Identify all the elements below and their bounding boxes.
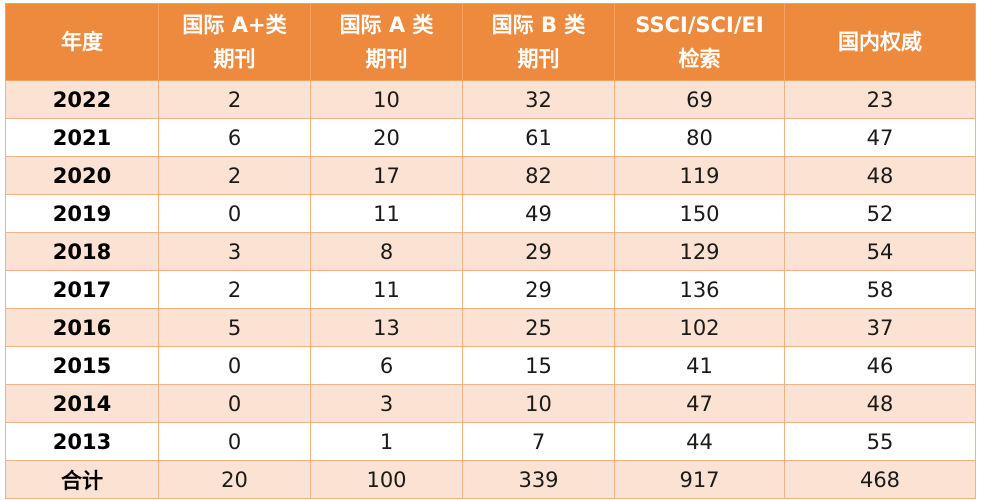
column-header-line: 国际 A+类: [182, 13, 287, 37]
table-cell: 10: [310, 80, 463, 119]
table-cell: 25: [462, 308, 615, 347]
table-cell: 82: [462, 156, 615, 195]
row-year-cell: 2020: [5, 156, 159, 195]
table-cell: 52: [784, 194, 976, 233]
table-row: 2022 2 10 32 69 23: [5, 80, 976, 119]
table-row: 2020 2 17 82 119 48: [5, 156, 976, 195]
row-year-cell: 2017: [5, 270, 159, 309]
table-cell: 102: [614, 308, 785, 347]
table-cell: 46: [784, 346, 976, 385]
table-cell: 47: [614, 384, 785, 423]
table-row: 2014 0 3 10 47 48: [5, 384, 976, 423]
column-header-line: 期刊: [365, 47, 408, 71]
table-cell: 54: [784, 232, 976, 271]
column-header-2: 国际 A 类期刊: [310, 3, 463, 81]
table-cell: 339: [462, 460, 615, 499]
table-cell: 0: [158, 194, 311, 233]
table-cell: 0: [158, 422, 311, 461]
table-cell: 100: [310, 460, 463, 499]
table-cell: 3: [310, 384, 463, 423]
table-row: 2017 2 11 29 136 58: [5, 270, 976, 309]
column-header-line: 期刊: [517, 47, 560, 71]
table-cell: 29: [462, 270, 615, 309]
table-cell: 49: [462, 194, 615, 233]
table-cell: 48: [784, 156, 976, 195]
table-cell: 23: [784, 80, 976, 119]
table-cell: 41: [614, 346, 785, 385]
column-header-line: 年度: [61, 30, 103, 54]
column-header-line: 国际 B 类: [491, 13, 586, 37]
table-cell: 37: [784, 308, 976, 347]
table-cell: 17: [310, 156, 463, 195]
column-header-3: 国际 B 类期刊: [462, 3, 615, 81]
table-row: 2015 0 6 15 41 46: [5, 346, 976, 385]
table-cell: 0: [158, 384, 311, 423]
table-cell: 61: [462, 118, 615, 157]
column-header-line: 国内权威: [838, 30, 922, 54]
table-cell: 917: [614, 460, 785, 499]
row-year-cell: 2014: [5, 384, 159, 423]
table-cell: 6: [158, 118, 311, 157]
table-cell: 2: [158, 80, 311, 119]
table-cell: 80: [614, 118, 785, 157]
column-header-0: 年度: [5, 3, 159, 81]
table-header: 年度 国际 A+类 期刊 国际 A 类期刊 国际 B 类期刊 SSCI/SCI/EI 检索国…: [5, 3, 976, 81]
table-cell: 48: [784, 384, 976, 423]
table-cell: 119: [614, 156, 785, 195]
column-header-4: SSCI/SCI/EI 检索: [614, 3, 785, 81]
table-cell: 55: [784, 422, 976, 461]
table-cell: 5: [158, 308, 311, 347]
column-header-line: 国际 A 类: [339, 13, 434, 37]
total-row: 合计 20 100 339 917 468: [5, 460, 976, 499]
table-row: 2021 6 20 61 80 47: [5, 118, 976, 157]
table-cell: 129: [614, 232, 785, 271]
table-cell: 11: [310, 270, 463, 309]
table-cell: 32: [462, 80, 615, 119]
table-cell: 7: [462, 422, 615, 461]
table-cell: 29: [462, 232, 615, 271]
row-year-cell: 2018: [5, 232, 159, 271]
publication-table-container: 年度 国际 A+类 期刊 国际 A 类期刊 国际 B 类期刊 SSCI/SCI/EI 检索国…: [5, 3, 976, 499]
table-body: 2022 2 10 32 69 23 2021 6 20 61 80 47 2020 2 17 82 119 48…: [5, 80, 976, 499]
table-cell: 15: [462, 346, 615, 385]
table-cell: 44: [614, 422, 785, 461]
table-cell: 6: [310, 346, 463, 385]
table-cell: 58: [784, 270, 976, 309]
table-cell: 47: [784, 118, 976, 157]
column-header-1: 国际 A+类 期刊: [158, 3, 311, 81]
column-header-line: SSCI/SCI/EI: [635, 13, 764, 37]
table-cell: 10: [462, 384, 615, 423]
column-header-line: 期刊: [213, 47, 256, 71]
table-row: 2013 0 1 7 44 55: [5, 422, 976, 461]
table-cell: 150: [614, 194, 785, 233]
table-cell: 8: [310, 232, 463, 271]
table-cell: 20: [310, 118, 463, 157]
table-row: 2016 5 13 25 102 37: [5, 308, 976, 347]
row-year-cell: 2016: [5, 308, 159, 347]
table-cell: 13: [310, 308, 463, 347]
row-year-cell: 2019: [5, 194, 159, 233]
table-cell: 136: [614, 270, 785, 309]
table-cell: 2: [158, 156, 311, 195]
table-cell: 0: [158, 346, 311, 385]
row-year-cell: 2022: [5, 80, 159, 119]
table-cell: 2: [158, 270, 311, 309]
publication-table: 年度 国际 A+类 期刊 国际 A 类期刊 国际 B 类期刊 SSCI/SCI/EI 检索国…: [5, 3, 976, 499]
table-cell: 11: [310, 194, 463, 233]
row-year-cell: 2013: [5, 422, 159, 461]
table-cell: 69: [614, 80, 785, 119]
column-header-5: 国内权威: [784, 3, 976, 81]
table-cell: 20: [158, 460, 311, 499]
column-header-line: 检索: [678, 47, 721, 71]
table-cell: 1: [310, 422, 463, 461]
row-year-cell: 合计: [5, 460, 159, 499]
table-cell: 468: [784, 460, 976, 499]
row-year-cell: 2015: [5, 346, 159, 385]
row-year-cell: 2021: [5, 118, 159, 157]
table-row: 2018 3 8 29 129 54: [5, 232, 976, 271]
table-cell: 3: [158, 232, 311, 271]
header-row: 年度 国际 A+类 期刊 国际 A 类期刊 国际 B 类期刊 SSCI/SCI/EI 检索国…: [5, 3, 976, 81]
table-row: 2019 0 11 49 150 52: [5, 194, 976, 233]
